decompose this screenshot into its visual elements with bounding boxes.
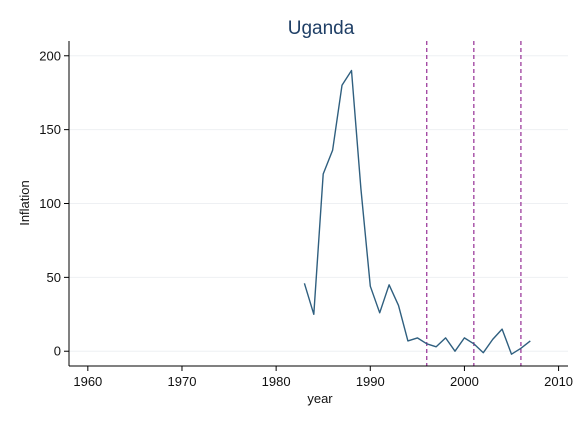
y-tick-label: 50 [47, 270, 61, 285]
y-ticks: 0 50 100 150 200 [39, 48, 69, 359]
x-axis-label: year [307, 391, 333, 406]
y-tick-label: 200 [39, 48, 61, 63]
chart-title: Uganda [288, 18, 355, 39]
x-tick-label: 2010 [544, 374, 573, 389]
y-tick-label: 100 [39, 196, 61, 211]
reference-lines [426, 41, 522, 366]
series-line [303, 69, 531, 355]
x-ticks: 1960 1970 1980 1990 2000 2010 [73, 366, 573, 389]
x-tick-label: 1980 [262, 374, 291, 389]
x-tick-label: 2000 [450, 374, 479, 389]
x-tick-label: 1960 [73, 374, 102, 389]
x-tick-label: 1970 [168, 374, 197, 389]
x-tick-label: 1990 [356, 374, 385, 389]
y-tick-label: 150 [39, 122, 61, 137]
series-layer [303, 69, 531, 355]
y-tick-label: 0 [54, 344, 61, 359]
grid-lines [69, 55, 568, 352]
y-axis-label: Inflation [17, 180, 32, 226]
